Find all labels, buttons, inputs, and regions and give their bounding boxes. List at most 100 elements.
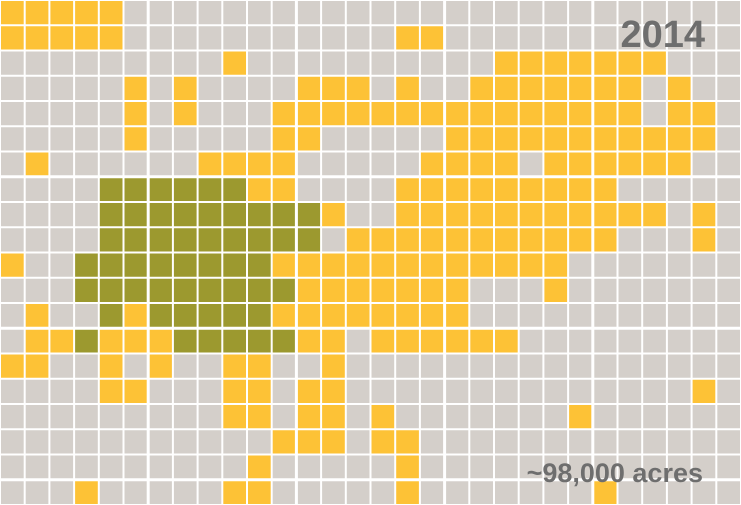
parcel-yellow bbox=[569, 102, 592, 126]
parcel bbox=[593, 379, 617, 403]
parcel bbox=[495, 1, 518, 25]
parcel bbox=[544, 1, 568, 25]
parcel bbox=[717, 152, 740, 176]
parcel bbox=[396, 354, 419, 378]
parcel-olive bbox=[198, 329, 222, 353]
parcel bbox=[25, 455, 49, 479]
parcel bbox=[198, 102, 222, 126]
parcel bbox=[544, 379, 568, 403]
parcel-yellow bbox=[396, 455, 419, 479]
parcel bbox=[346, 26, 370, 50]
parcel-yellow bbox=[593, 51, 617, 75]
parcel bbox=[50, 455, 74, 479]
parcel-yellow bbox=[470, 152, 493, 176]
parcel bbox=[248, 430, 271, 454]
parcel bbox=[322, 51, 345, 75]
parcel bbox=[297, 1, 321, 25]
parcel bbox=[50, 253, 74, 277]
parcel-yellow bbox=[50, 26, 74, 50]
parcel-olive bbox=[99, 304, 123, 328]
parcel-yellow bbox=[495, 203, 518, 227]
parcel bbox=[272, 379, 296, 403]
parcel bbox=[149, 102, 172, 126]
parcel bbox=[519, 278, 543, 302]
parcel bbox=[717, 379, 740, 403]
parcel-yellow bbox=[420, 177, 444, 201]
parcel bbox=[198, 1, 222, 25]
parcel-olive bbox=[198, 253, 222, 277]
parcel-yellow bbox=[396, 278, 419, 302]
parcel-yellow bbox=[223, 405, 246, 429]
parcel-yellow bbox=[25, 152, 49, 176]
parcel-yellow bbox=[1, 354, 24, 378]
parcel-yellow bbox=[618, 76, 642, 100]
parcel-yellow bbox=[519, 228, 543, 252]
parcel bbox=[470, 1, 493, 25]
parcel-yellow bbox=[544, 228, 568, 252]
parcel-yellow bbox=[99, 379, 123, 403]
parcel-yellow bbox=[248, 354, 271, 378]
parcel-yellow bbox=[322, 379, 345, 403]
parcel bbox=[75, 228, 98, 252]
parcel-yellow bbox=[223, 51, 246, 75]
parcel bbox=[346, 379, 370, 403]
parcel bbox=[223, 26, 246, 50]
parcel-yellow bbox=[420, 203, 444, 227]
parcel-olive bbox=[198, 228, 222, 252]
parcel-yellow bbox=[544, 177, 568, 201]
parcel-yellow bbox=[396, 304, 419, 328]
parcel-yellow bbox=[569, 405, 592, 429]
parcel-yellow bbox=[420, 228, 444, 252]
parcel-olive bbox=[248, 329, 271, 353]
parcel bbox=[593, 329, 617, 353]
parcel-olive bbox=[223, 304, 246, 328]
parcel-yellow bbox=[495, 127, 518, 151]
parcel-yellow bbox=[297, 127, 321, 151]
parcel bbox=[149, 455, 172, 479]
parcel bbox=[223, 102, 246, 126]
parcel bbox=[124, 430, 148, 454]
parcel bbox=[519, 430, 543, 454]
parcel-yellow bbox=[25, 26, 49, 50]
parcel bbox=[643, 1, 666, 25]
parcel bbox=[50, 379, 74, 403]
parcel bbox=[223, 1, 246, 25]
parcel-yellow bbox=[692, 127, 716, 151]
parcel bbox=[396, 127, 419, 151]
parcel bbox=[371, 26, 395, 50]
parcel-yellow bbox=[445, 152, 469, 176]
parcel bbox=[272, 51, 296, 75]
parcel-yellow bbox=[544, 76, 568, 100]
parcel bbox=[717, 405, 740, 429]
parcel bbox=[593, 1, 617, 25]
parcel bbox=[667, 1, 691, 25]
parcel bbox=[420, 127, 444, 151]
parcel-olive bbox=[198, 304, 222, 328]
parcel bbox=[717, 51, 740, 75]
parcel-yellow bbox=[495, 228, 518, 252]
parcel-yellow bbox=[420, 152, 444, 176]
parcel-olive bbox=[124, 177, 148, 201]
parcel-olive bbox=[198, 278, 222, 302]
parcel-olive bbox=[173, 278, 197, 302]
parcel-olive bbox=[248, 278, 271, 302]
parcel-yellow bbox=[25, 329, 49, 353]
parcel-yellow bbox=[297, 329, 321, 353]
parcel bbox=[717, 304, 740, 328]
parcel bbox=[1, 430, 24, 454]
parcel bbox=[99, 76, 123, 100]
parcel bbox=[346, 152, 370, 176]
parcel-olive bbox=[248, 253, 271, 277]
parcel bbox=[717, 1, 740, 25]
parcel-yellow bbox=[470, 203, 493, 227]
parcel bbox=[124, 26, 148, 50]
parcel-yellow bbox=[692, 203, 716, 227]
parcel-yellow bbox=[470, 228, 493, 252]
parcel-yellow bbox=[99, 329, 123, 353]
parcel-olive bbox=[99, 177, 123, 201]
parcel bbox=[396, 379, 419, 403]
parcel-yellow bbox=[593, 177, 617, 201]
parcel-olive bbox=[75, 253, 98, 277]
parcel bbox=[717, 127, 740, 151]
